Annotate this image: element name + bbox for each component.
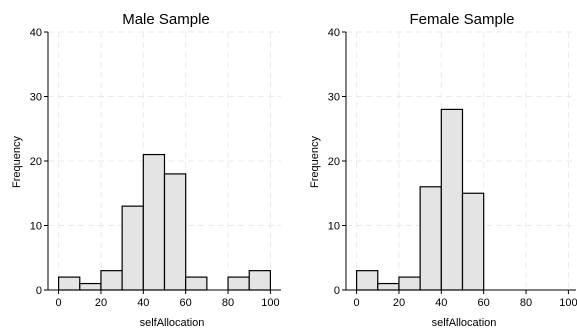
x-axis-label-female: selfAllocation [432, 317, 497, 329]
bar-female-4 [440, 108, 464, 291]
x-tick-label-female-1: 20 [393, 297, 405, 309]
bar-male-6 [185, 276, 208, 291]
bar-male-2 [100, 270, 123, 291]
x-tick-label-female-3: 60 [478, 297, 490, 309]
bar-female-1 [377, 282, 400, 291]
bar-female-0 [355, 270, 379, 291]
plot-area-male: 0 10 20 30 40 0 20 40 60 80 100 [30, 27, 281, 309]
x-tick-label-male-2: 40 [137, 297, 149, 309]
y-tick-label-male-1: 10 [30, 221, 42, 233]
x-tick-label-male-5: 100 [261, 297, 279, 309]
x-tick-label-female-4: 80 [520, 297, 532, 309]
plot-area-female: 0 10 20 30 40 0 20 40 60 80 100 [328, 27, 577, 309]
chart-title-female: Female Sample [409, 11, 514, 28]
female-sample-panel: Female Sample Frequency selfAllocation 0… [309, 11, 577, 329]
y-tick-label-female-1: 10 [328, 221, 340, 233]
bar-male-4 [142, 153, 166, 291]
y-tick-label-female-2: 20 [328, 156, 340, 168]
x-axis-label-male: selfAllocation [140, 317, 205, 329]
bar-male-7 [227, 276, 250, 291]
y-tick-label-male-3: 30 [30, 92, 42, 104]
chart-title-male: Male Sample [122, 11, 210, 28]
y-tick-label-female-0: 0 [334, 285, 340, 297]
x-tick-label-female-0: 0 [354, 297, 360, 309]
bar-female-3 [419, 186, 442, 291]
y-tick-label-male-0: 0 [36, 285, 42, 297]
x-tick-label-female-5: 100 [559, 297, 577, 309]
x-tick-label-male-3: 60 [180, 297, 192, 309]
y-axis-label-female: Frequency [309, 136, 321, 188]
y-tick-label-male-4: 40 [30, 27, 42, 39]
bar-female-2 [398, 276, 421, 291]
bar-male-5 [163, 173, 187, 291]
bar-male-0 [57, 276, 81, 291]
bar-male-8 [248, 270, 272, 291]
x-tick-label-male-4: 80 [222, 297, 234, 309]
bar-male-1 [79, 282, 102, 291]
x-tick-label-male-1: 20 [95, 297, 107, 309]
male-sample-panel: Male Sample Frequency selfAllocation 0 10… [11, 11, 281, 329]
y-axis-label-male: Frequency [11, 136, 23, 188]
y-tick-label-female-4: 40 [328, 27, 340, 39]
x-tick-label-male-0: 0 [56, 297, 62, 309]
x-tick-label-female-2: 40 [435, 297, 447, 309]
y-tick-label-female-3: 30 [328, 92, 340, 104]
bar-male-3 [121, 205, 144, 291]
bar-female-5 [461, 192, 485, 291]
y-tick-label-male-2: 20 [30, 156, 42, 168]
